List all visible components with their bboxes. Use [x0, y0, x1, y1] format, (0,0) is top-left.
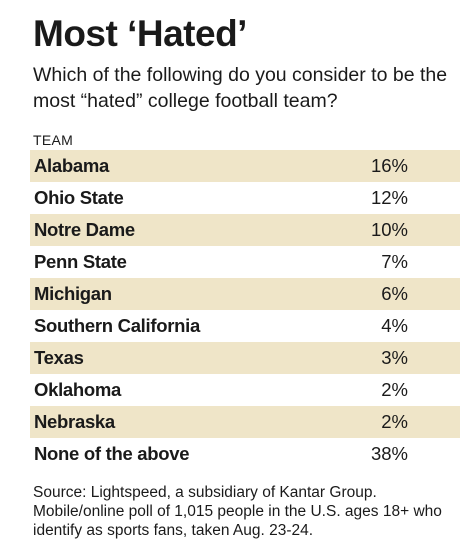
- team-percentage: 6%: [381, 283, 408, 304]
- team-percentage: 2%: [381, 379, 408, 400]
- team-percentage: 16%: [370, 155, 408, 176]
- table-row: Michigan 6%: [30, 278, 460, 310]
- team-percentage: 4%: [381, 315, 408, 336]
- table-row: Penn State 7%: [30, 246, 460, 278]
- team-name: Michigan: [34, 283, 112, 304]
- table-row: Notre Dame 10%: [30, 214, 460, 246]
- team-name: Nebraska: [34, 411, 115, 432]
- team-name: Alabama: [34, 155, 110, 176]
- team-percentage: 7%: [381, 251, 408, 272]
- team-percentage: 3%: [381, 347, 408, 368]
- table-row: Alabama 16%: [30, 150, 460, 182]
- table-row: Oklahoma 2%: [30, 374, 460, 406]
- team-percentage: 12%: [370, 187, 408, 208]
- column-header-team: TEAM: [33, 132, 74, 148]
- team-name: Ohio State: [34, 187, 124, 208]
- team-name: Penn State: [34, 251, 127, 272]
- team-name: Texas: [34, 347, 84, 368]
- team-name: Notre Dame: [34, 219, 135, 240]
- table-row: None of the above 38%: [30, 438, 460, 470]
- data-table: Alabama 16% Ohio State 12% Notre Dame 10% Penn…: [30, 150, 460, 470]
- team-name: Southern California: [34, 315, 200, 336]
- table-row: Texas 3%: [30, 342, 460, 374]
- team-percentage: 10%: [370, 219, 408, 240]
- team-name: Oklahoma: [34, 379, 122, 400]
- table-row: Southern California 4%: [30, 310, 460, 342]
- source-note: Source: Lightspeed, a subsidiary of Kant…: [33, 484, 442, 539]
- team-percentage: 38%: [370, 443, 408, 464]
- chart-subtitle: Which of the following do you consider t…: [33, 64, 448, 112]
- team-percentage: 2%: [381, 411, 408, 432]
- chart-title: Most ‘Hated’: [33, 13, 247, 54]
- team-name: None of the above: [34, 443, 190, 464]
- table-row: Ohio State 12%: [30, 182, 460, 214]
- table-row: Nebraska 2%: [30, 406, 460, 438]
